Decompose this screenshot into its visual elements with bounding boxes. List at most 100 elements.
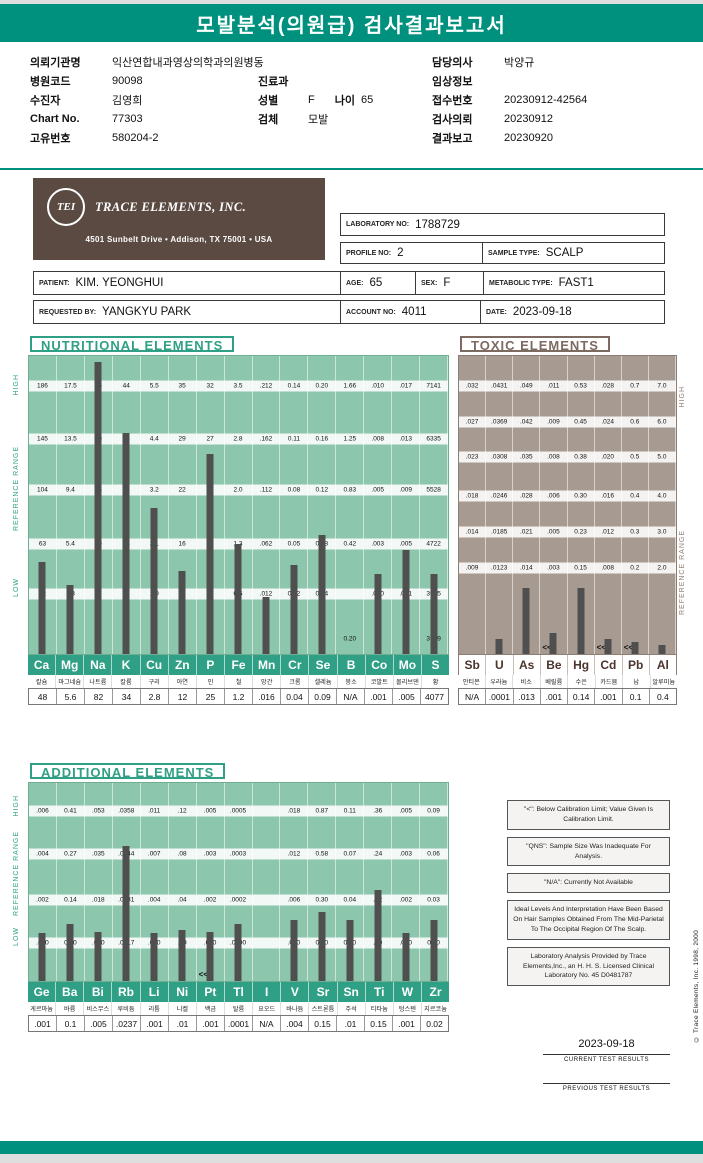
scale-tick: 5528 <box>426 486 441 494</box>
element-value-V: .004 <box>281 1016 309 1031</box>
element-symbol-Be: Be <box>541 655 568 675</box>
element-symbol-Mn: Mn <box>253 655 282 675</box>
scale-tick: .018 <box>287 807 301 815</box>
element-korean-name-Zn: 아연 <box>169 675 197 688</box>
chart-column-Na: 655034193 <box>85 356 113 654</box>
scale-tick: 44 <box>122 382 130 390</box>
tei-logo: TEI <box>47 188 85 226</box>
info-label: 나이 <box>334 94 355 107</box>
element-symbol-B: B <box>338 655 366 675</box>
scale-tick: .018 <box>92 896 105 904</box>
element-symbol-Rb: Rb <box>112 982 141 1002</box>
element-value-Al: 0.4 <box>656 691 669 702</box>
element-korean-name-Be: 베릴륨 <box>541 675 568 688</box>
element-symbol-Mo: Mo <box>394 655 422 675</box>
element-value-Li: .001 <box>141 1016 169 1031</box>
scale-tick: .008 <box>601 564 615 572</box>
results-gap <box>543 1063 670 1083</box>
scale-tick: .035 <box>519 453 533 461</box>
note-below-calibration: "<": Below Calibration Limit; Value Give… <box>507 800 670 830</box>
info-value: 김영희 <box>112 94 143 107</box>
scale-tick: .021 <box>519 528 533 536</box>
scale-tick: .024 <box>601 418 615 426</box>
previous-results-label: PREVIOUS TEST RESULTS <box>562 1086 651 1092</box>
scale-tick: .013 <box>399 435 412 443</box>
element-korean-name-Ni: 니켈 <box>169 1002 197 1015</box>
bar-P <box>206 454 214 654</box>
scale-tick: 17.5 <box>64 382 77 390</box>
laboratory-no-field: LABORATORY NO: 1788729 <box>340 213 665 236</box>
scale-tick: .0185 <box>491 528 508 536</box>
info-label: 의뢰기관명 <box>30 56 81 69</box>
info-label: 수진자 <box>30 94 61 107</box>
element-korean-name-P: 인 <box>197 675 225 688</box>
scale-tick: .003 <box>399 850 412 858</box>
scale-tick: .014 <box>519 564 533 572</box>
axis-label-high: HIGH <box>13 374 20 396</box>
scale-tick: .005 <box>399 807 412 815</box>
tei-logo-text: TEI <box>56 201 76 213</box>
axis-label-reference-range: REFERENCE RANGE <box>13 831 20 917</box>
chart-column-Ba: 0.410.270.140.00 <box>57 783 85 981</box>
scale-tick: .012 <box>259 590 273 598</box>
toxic-value-row: N/A .0001.013.001 0.14.001 0.1 0.4 <box>458 688 677 705</box>
scale-stripe <box>459 490 676 502</box>
element-korean-name-Sb: 안티몬 <box>458 675 486 688</box>
chart-column-Tl: .0005.0003.0002.0000 <box>225 783 253 981</box>
scale-tick: 0.41 <box>64 807 77 815</box>
scale-tick: 0.15 <box>574 564 587 572</box>
element-korean-name-Co: 코발트 <box>366 675 394 688</box>
element-korean-name-Cu: 구리 <box>141 675 169 688</box>
scale-tick: 0.83 <box>343 486 357 494</box>
info-row: 병원코드 90098 <box>30 71 265 90</box>
chart-column-Cr: 0.140.110.080.050.02 <box>280 356 309 654</box>
patient-row: PATIENT: KIM. YEONGHUI AGE: 65 SEX: F ME… <box>33 271 665 295</box>
scale-stripe <box>459 416 676 428</box>
element-korean-name-Mo: 몰리브덴 <box>394 675 422 688</box>
chart-column-Ca: 1861451046322 <box>29 356 57 654</box>
element-symbol-Pt: Pt <box>197 982 225 1002</box>
chart-column-Cd: .028 .024 .020 .016 .012 .008 << <box>595 356 622 654</box>
chart-column-Mo: .017.013.009.005.001 <box>392 356 421 654</box>
scale-tick: 0.05 <box>287 540 301 548</box>
element-symbol-Zn: Zn <box>169 655 197 675</box>
element-korean-name-Pb: 납 <box>623 675 651 688</box>
toxic-elements-title: TOXIC ELEMENTS <box>460 336 610 353</box>
scale-tick: 0.58 <box>315 850 329 858</box>
nutritional-korean-row: 칼슘 마그네슘 나트륨 칼륨 구리 아연 인 철 망간 크롬 셀레늄 붕소 코발트 몰리브덴 황 <box>28 675 449 688</box>
element-value-Bi: .005 <box>85 1016 113 1031</box>
additional-plot: .006.004.002.0000.410.270.140.00.053.035… <box>28 782 449 982</box>
requested-by-field: REQUESTED BY: YANGKYU PARK <box>34 301 341 323</box>
element-symbol-U: U <box>486 655 514 675</box>
scale-tick: 9.4 <box>65 486 75 494</box>
requested-by-value: YANGKYU PARK <box>102 306 192 318</box>
info-label: 임상정보 <box>432 75 473 88</box>
bar-Ba <box>66 923 74 981</box>
toxic-axis-labels: HIGH REFERENCE RANGE <box>679 356 692 656</box>
scale-tick: 63 <box>38 540 47 548</box>
scale-tick: .017 <box>399 382 412 390</box>
element-value-Zn: 12 <box>169 689 197 704</box>
info-row: 담당의사 박양규 <box>432 52 694 71</box>
scale-tick: .0358 <box>118 807 135 815</box>
scale-tick: 0.45 <box>574 418 587 426</box>
bar-Ca <box>38 561 46 654</box>
scale-stripe <box>459 562 676 574</box>
chart-column-P: 32272116105 <box>197 356 225 654</box>
element-korean-name-Ge: 게르마늄 <box>28 1002 57 1015</box>
bar-Hg <box>577 588 585 654</box>
nutritional-elements-title: NUTRITIONAL ELEMENTS <box>30 336 235 353</box>
scale-tick: 27 <box>206 435 214 443</box>
test-results-box: 2023-09-18 CURRENT TEST RESULTS PREVIOUS… <box>543 1038 670 1092</box>
scale-tick: 5.0 <box>657 453 667 461</box>
info-label: 병원코드 <box>30 75 71 88</box>
element-value-Sr: 0.15 <box>309 1016 337 1031</box>
info-label: Chart No. <box>30 112 80 125</box>
element-value-Cd: .001 <box>595 689 623 704</box>
info-value: 90098 <box>112 74 143 87</box>
info-value: 모발 <box>308 113 329 126</box>
element-symbol-Al: Al <box>656 658 669 672</box>
date-label: DATE: <box>486 308 507 316</box>
element-symbol-Tl: Tl <box>225 982 254 1002</box>
